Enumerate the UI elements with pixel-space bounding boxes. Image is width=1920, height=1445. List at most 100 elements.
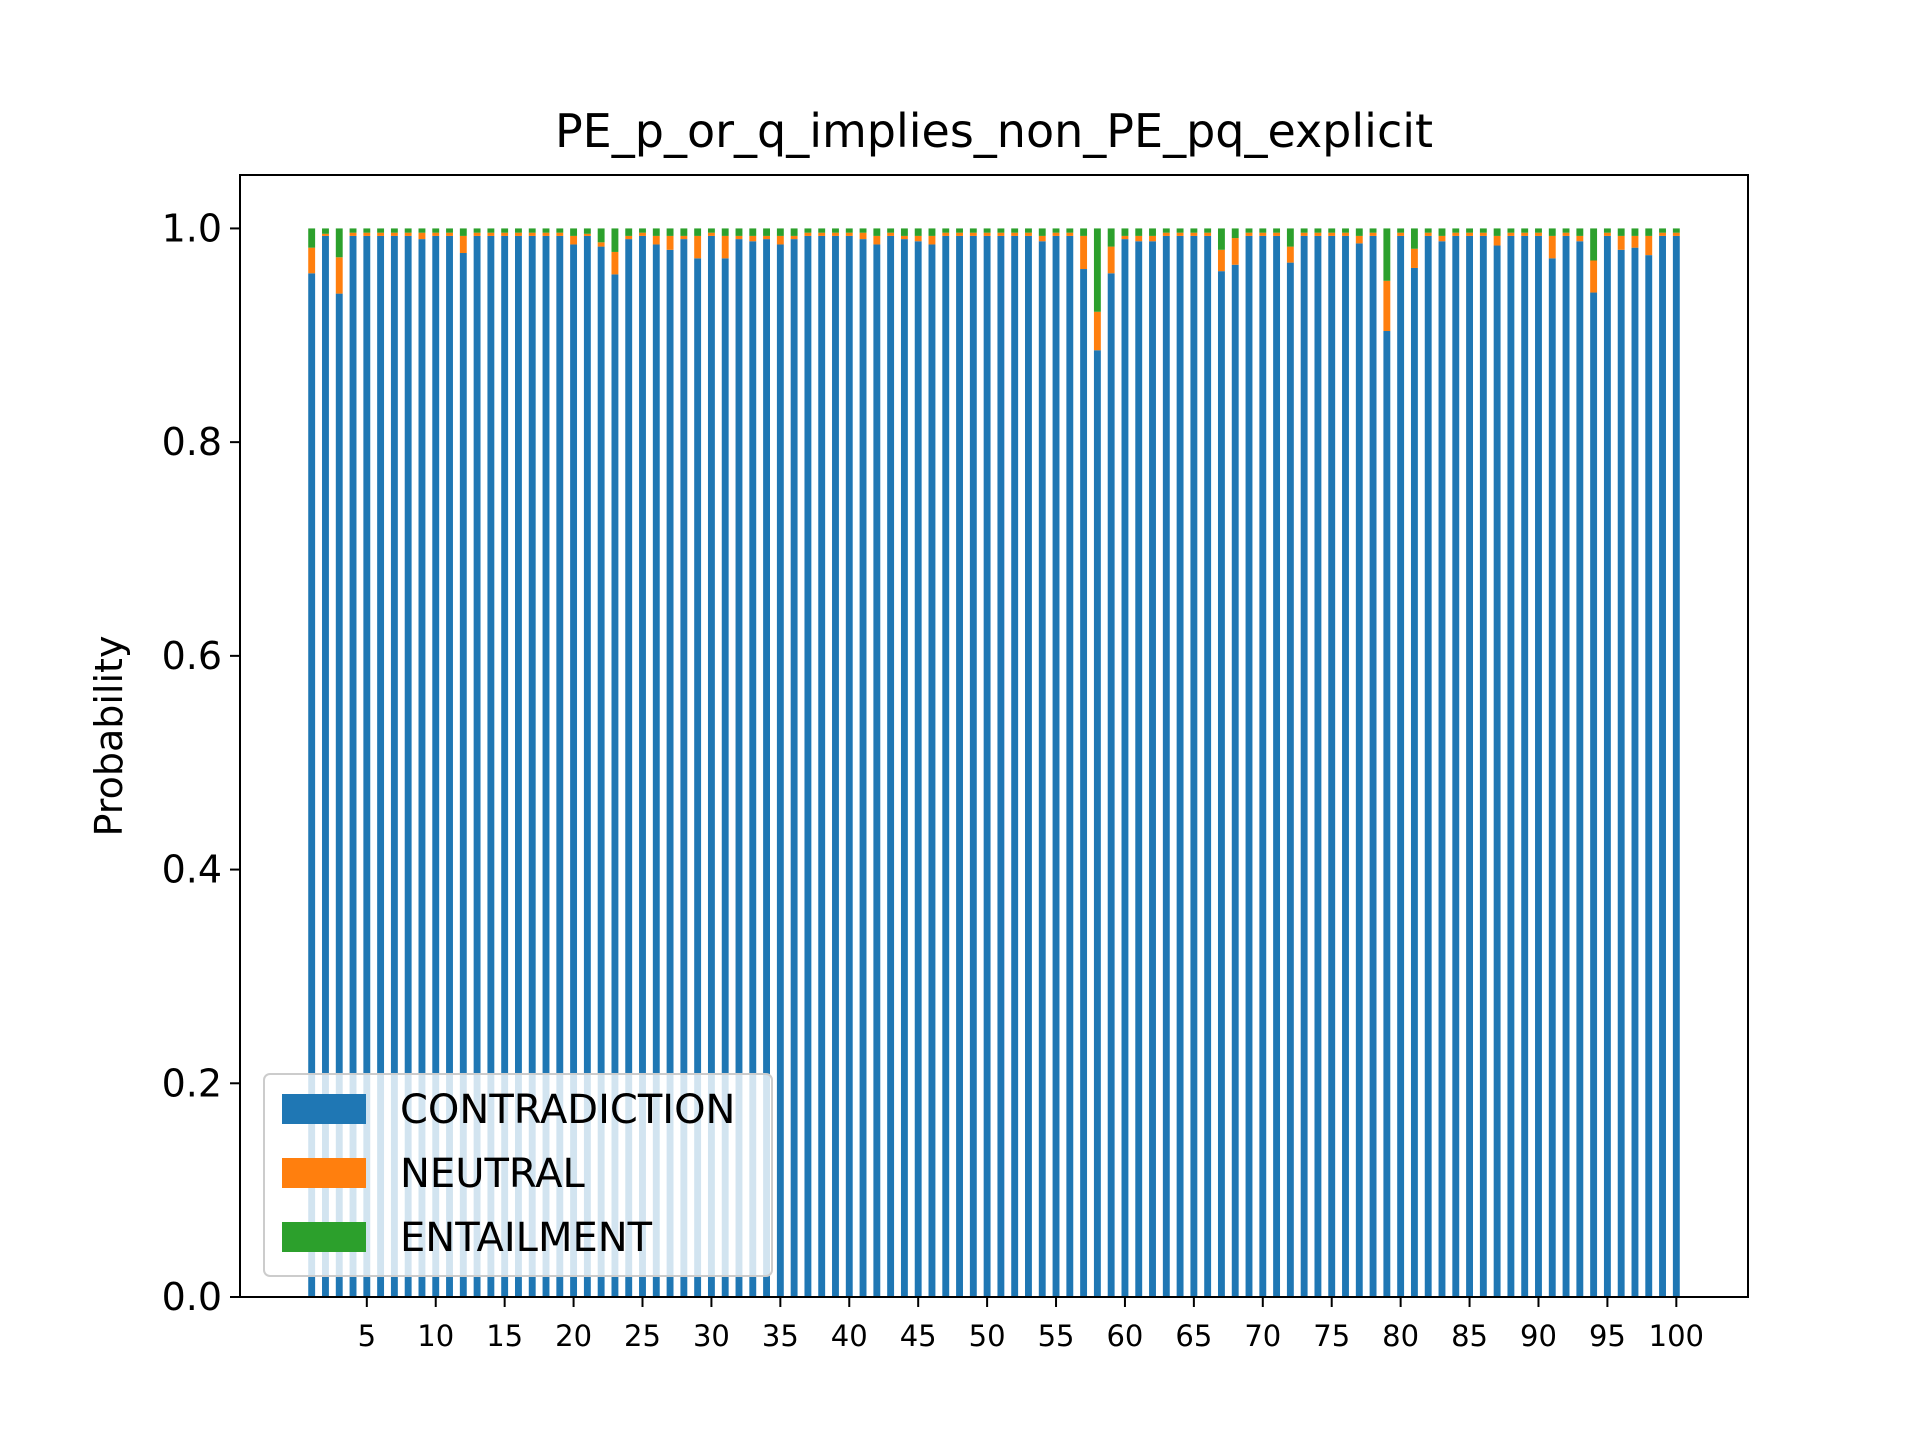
bar-entailment-30 (707, 228, 715, 233)
bar-entailment-56 (1066, 228, 1074, 233)
bar-neutral-7 (390, 232, 398, 236)
bar-neutral-46 (928, 235, 936, 245)
bar-neutral-8 (404, 232, 412, 236)
bar-entailment-88 (1507, 228, 1515, 233)
bar-entailment-1 (308, 228, 316, 248)
bar-entailment-60 (1121, 228, 1129, 236)
bar-neutral-81 (1410, 248, 1418, 268)
bar-entailment-67 (1217, 228, 1225, 250)
bar-contradiction-30 (707, 235, 715, 1297)
x-tick-label: 20 (555, 1319, 592, 1353)
y-ticks: 0.0 0.2 0.4 0.6 0.8 1.0 (162, 206, 240, 1319)
bar-contradiction-57 (1080, 269, 1088, 1297)
x-tick-label: 95 (1589, 1319, 1626, 1353)
bar-neutral-41 (859, 232, 867, 240)
bar-entailment-11 (446, 228, 453, 233)
bar-entailment-9 (418, 228, 426, 233)
bar-contradiction-90 (1535, 235, 1542, 1297)
legend-label-neutral: NEUTRAL (400, 1151, 585, 1197)
bar-contradiction-55 (1052, 235, 1060, 1297)
legend-swatch-neutral (282, 1158, 366, 1188)
bar-contradiction-12 (459, 253, 467, 1297)
bar-contradiction-75 (1328, 235, 1336, 1297)
bar-neutral-66 (1204, 232, 1212, 236)
legend-frame (263, 1073, 773, 1277)
bar-neutral-94 (1590, 260, 1598, 293)
y-tick-label: 0.2 (162, 1061, 222, 1105)
bar-entailment-64 (1176, 228, 1184, 233)
bar-neutral-86 (1479, 232, 1487, 236)
bar-entailment-49 (969, 228, 977, 233)
bar-entailment-53 (1025, 228, 1032, 233)
bar-entailment-46 (928, 228, 936, 236)
bar-entailment-26 (652, 228, 660, 236)
bar-contradiction-21 (583, 235, 591, 1297)
bar-neutral-14 (487, 232, 495, 236)
x-tick-label: 90 (1520, 1319, 1557, 1353)
bar-neutral-95 (1603, 232, 1611, 236)
x-tick-label: 10 (417, 1319, 454, 1353)
bar-neutral-37 (804, 232, 812, 236)
bar-entailment-42 (873, 228, 881, 236)
bar-contradiction-79 (1383, 331, 1391, 1297)
bar-entailment-81 (1410, 228, 1418, 249)
bar-neutral-38 (818, 232, 826, 236)
bar-neutral-50 (983, 232, 991, 236)
y-tick-label: 0.0 (162, 1275, 222, 1319)
bar-entailment-15 (501, 228, 509, 233)
bar-entailment-13 (473, 228, 481, 233)
bar-neutral-13 (473, 232, 481, 236)
bar-contradiction-71 (1273, 235, 1281, 1297)
bar-entailment-76 (1342, 228, 1349, 233)
bars-layer (308, 228, 1680, 1298)
bar-contradiction-8 (404, 235, 412, 1297)
bar-neutral-99 (1659, 232, 1666, 236)
bar-entailment-77 (1355, 228, 1363, 236)
bar-neutral-61 (1135, 235, 1143, 242)
bar-contradiction-74 (1314, 235, 1322, 1297)
bar-neutral-63 (1162, 232, 1170, 236)
bar-contradiction-62 (1149, 241, 1156, 1297)
bar-entailment-48 (956, 228, 963, 233)
bar-neutral-34 (763, 235, 770, 240)
bar-neutral-6 (377, 232, 385, 236)
bar-neutral-59 (1107, 246, 1115, 274)
bar-neutral-15 (501, 232, 509, 236)
bar-neutral-56 (1066, 232, 1074, 236)
bar-neutral-19 (556, 232, 564, 236)
legend-label-entailment: ENTAILMENT (400, 1215, 653, 1261)
bar-neutral-80 (1397, 232, 1405, 236)
bar-contradiction-68 (1231, 264, 1239, 1297)
bar-entailment-40 (845, 228, 853, 233)
bar-contradiction-89 (1521, 235, 1529, 1297)
bar-contradiction-6 (377, 235, 385, 1297)
bar-neutral-51 (997, 232, 1005, 236)
bar-contradiction-83 (1438, 241, 1446, 1297)
x-tick-label: 60 (1106, 1319, 1143, 1353)
bar-contradiction-28 (680, 239, 688, 1298)
bar-contradiction-1 (308, 273, 316, 1297)
bar-neutral-11 (446, 232, 453, 236)
bar-contradiction-72 (1286, 262, 1294, 1297)
x-tick-label: 100 (1649, 1319, 1704, 1353)
bar-contradiction-2 (322, 235, 329, 1297)
bar-neutral-32 (735, 235, 743, 240)
bar-neutral-53 (1025, 232, 1032, 236)
bar-contradiction-91 (1548, 258, 1556, 1298)
bar-contradiction-35 (776, 244, 784, 1298)
bar-entailment-4 (349, 228, 357, 233)
bar-neutral-60 (1121, 235, 1129, 240)
bar-contradiction-56 (1066, 235, 1074, 1297)
bar-neutral-16 (515, 232, 522, 236)
bar-contradiction-85 (1466, 235, 1473, 1297)
x-tick-label: 70 (1244, 1319, 1281, 1353)
x-tick-label: 30 (693, 1319, 730, 1353)
bar-entailment-80 (1397, 228, 1405, 233)
bar-neutral-72 (1286, 246, 1294, 263)
bar-neutral-69 (1245, 232, 1253, 236)
bar-entailment-59 (1107, 228, 1115, 247)
bar-neutral-35 (776, 235, 784, 245)
bar-contradiction-18 (542, 235, 550, 1297)
bar-neutral-96 (1617, 235, 1625, 250)
bar-entailment-7 (390, 228, 398, 233)
